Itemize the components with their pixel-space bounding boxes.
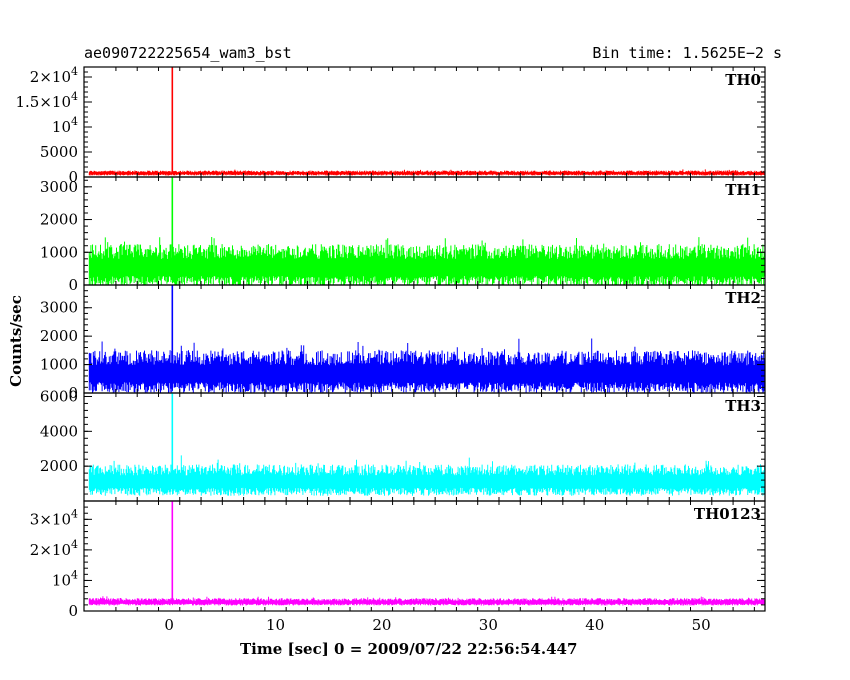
x-tick-label: 50 (692, 616, 711, 634)
x-tick-label: 30 (479, 616, 498, 634)
x-tick-label: 40 (585, 616, 604, 634)
y-tick-label: 2000 (40, 457, 78, 475)
y-tick-label: 1.5×104 (15, 90, 78, 111)
y-tick-label: 104 (52, 115, 78, 136)
y-tick-label: 3×104 (30, 507, 78, 528)
y-tick-label: 2×104 (30, 538, 78, 559)
y-tick-label: 1000 (40, 243, 78, 261)
y-tick-label: 0 (68, 276, 78, 294)
y-tick-label: 4000 (40, 422, 78, 440)
y-tick-label: 2000 (40, 327, 78, 345)
y-tick-label: 3000 (40, 178, 78, 196)
panel-th2-label: TH2 (725, 289, 761, 307)
panel-th0123-frame (83, 500, 766, 612)
y-tick-label: 1000 (40, 356, 78, 374)
panel-th0-frame (83, 66, 766, 178)
chart-title: ae090722225654_wam3_bst (84, 44, 292, 62)
series-th2-signal (88, 338, 765, 393)
panel-th1-label: TH1 (725, 181, 761, 199)
x-tick-label: 0 (164, 616, 174, 634)
y-tick-label: 6000 (40, 387, 78, 405)
x-tick-label: 10 (266, 616, 285, 634)
y-tick-label: 2×104 (30, 65, 78, 86)
series-th0123-signal (88, 596, 765, 606)
y-tick-label: 5000 (40, 143, 78, 161)
y-tick-label: 3000 (40, 299, 78, 317)
bin-time-label: Bin time: 1.5625E−2 s (592, 44, 782, 62)
y-tick-label: 0 (68, 602, 78, 620)
panel-th0-label: TH0 (725, 71, 761, 89)
series-th1-signal (88, 237, 765, 285)
panel-th0123-label: TH0123 (694, 505, 761, 523)
y-tick-label: 0 (68, 168, 78, 186)
y-tick-label: 0 (68, 384, 78, 402)
x-tick-label: 20 (372, 616, 391, 634)
y-tick-label: 2000 (40, 211, 78, 229)
y-tick-label: 104 (52, 568, 78, 589)
series-th0-signal (88, 169, 765, 176)
series-th3-signal (88, 455, 765, 496)
x-axis-label: Time [sec] 0 = 2009/07/22 22:56:54.447 (240, 640, 578, 658)
panel-th3-label: TH3 (725, 397, 761, 415)
